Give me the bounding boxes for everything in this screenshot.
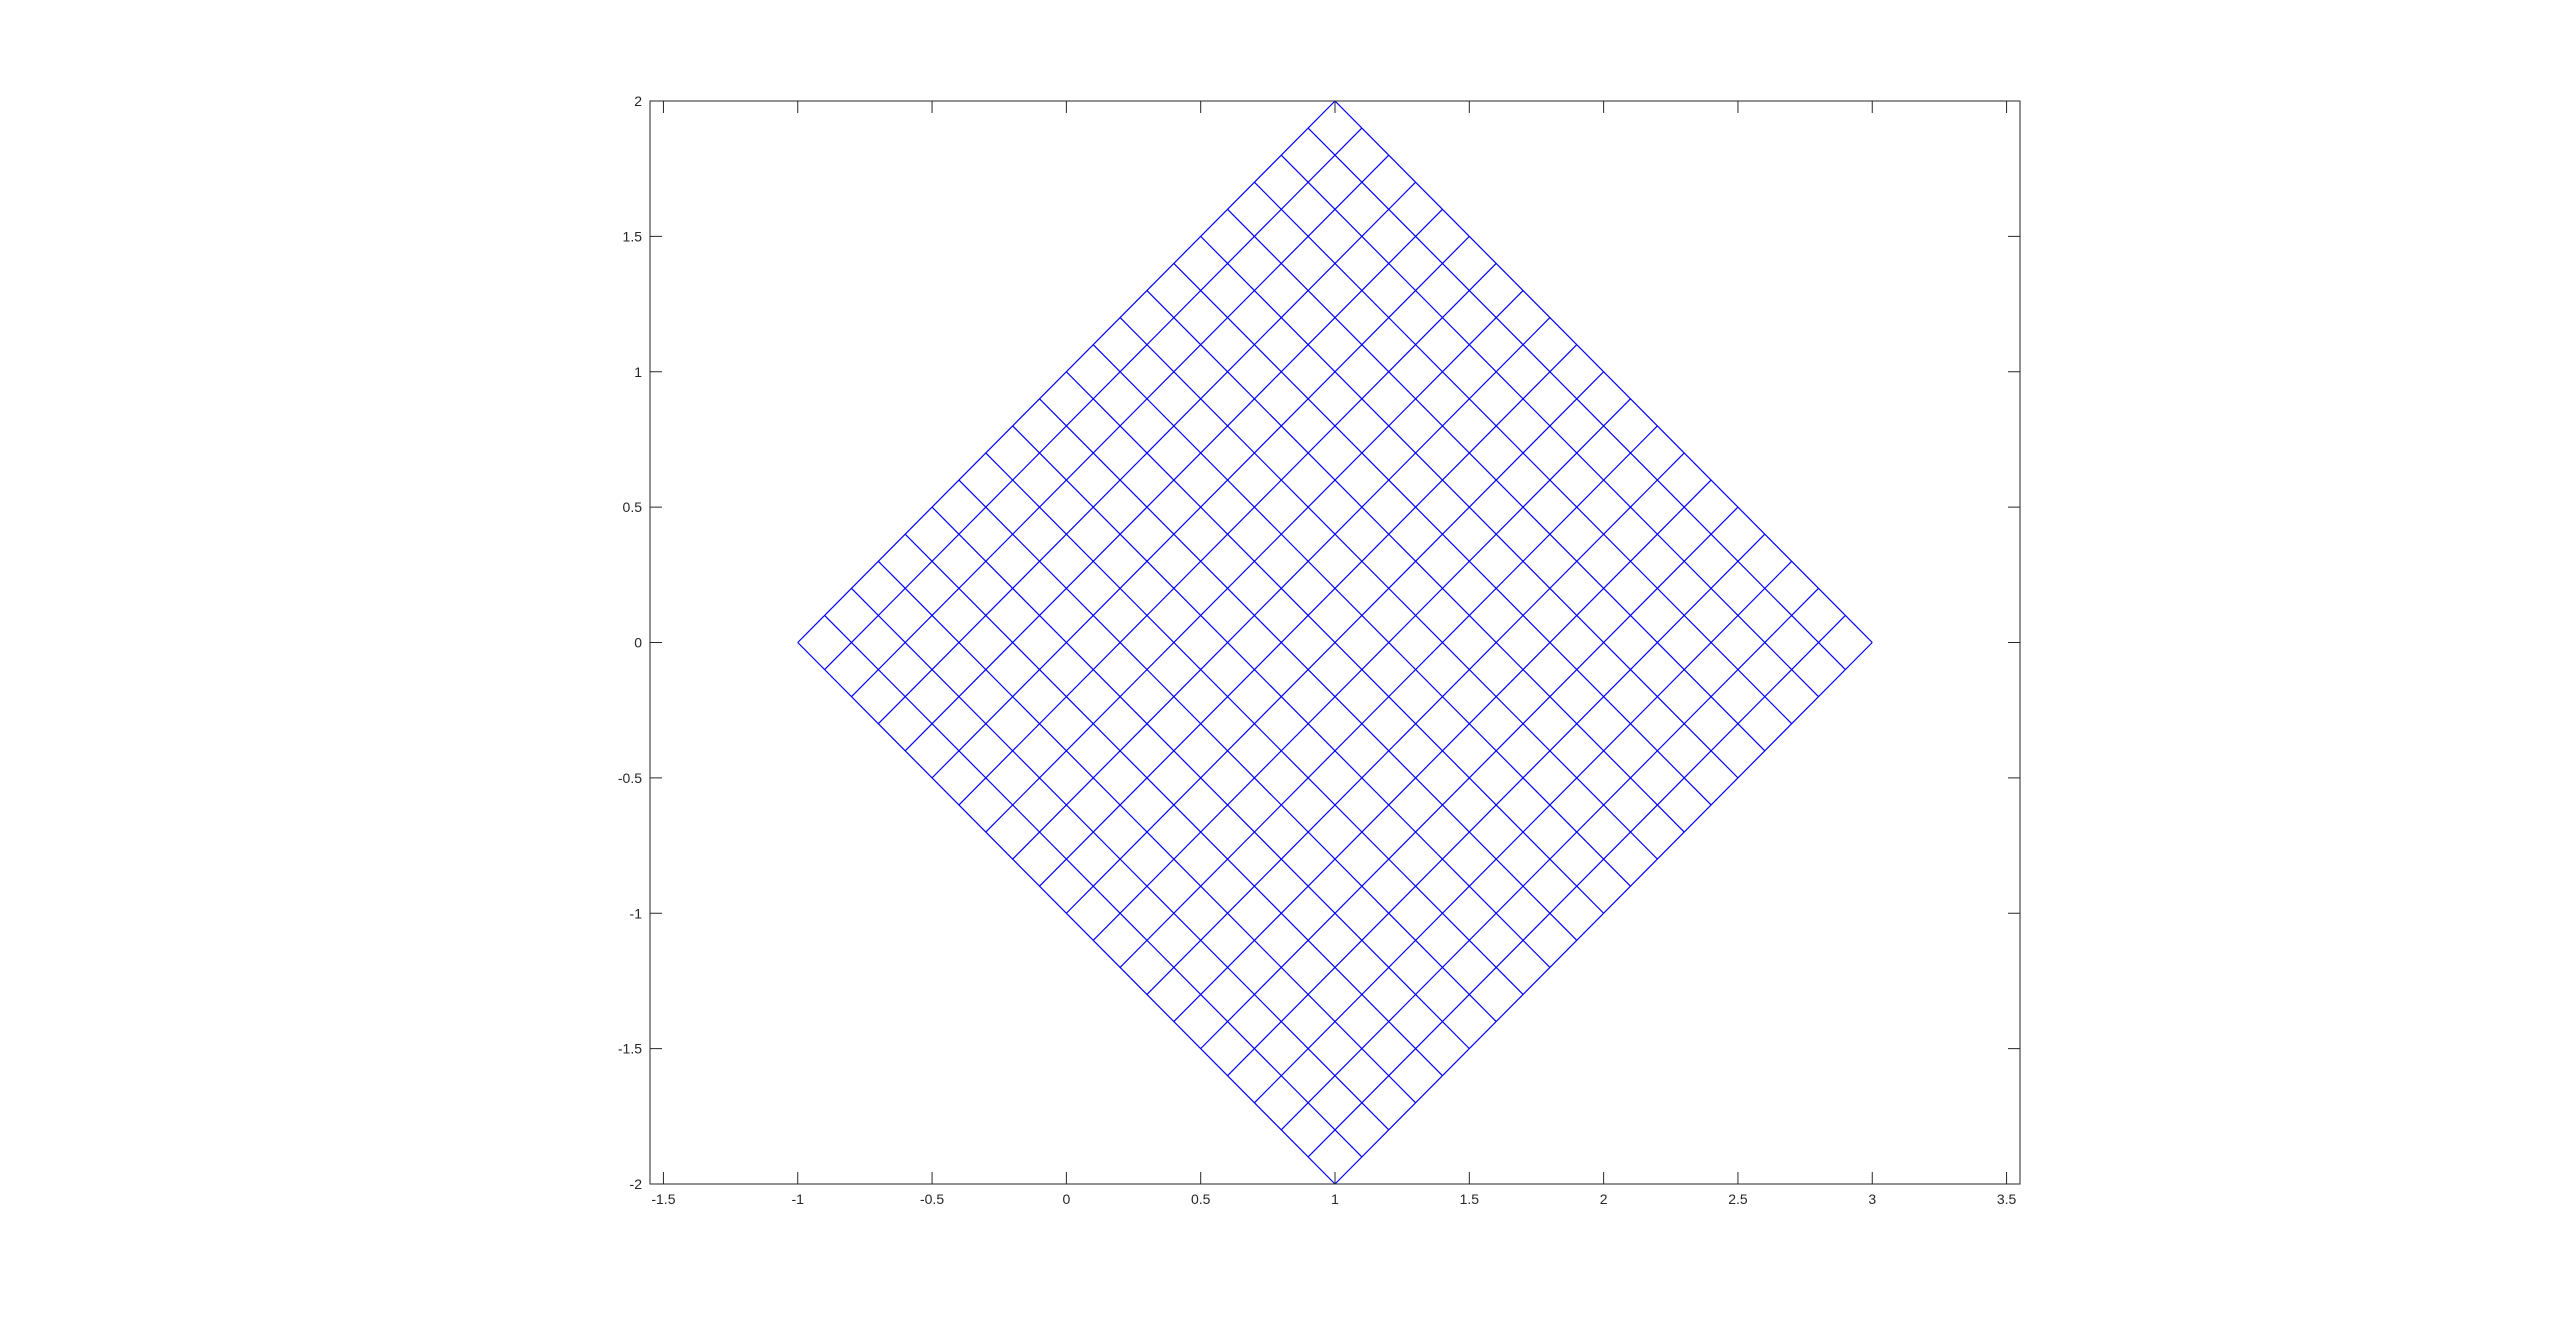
mesh-line-se-13 [1146, 290, 1685, 833]
mesh-line-se-1 [824, 614, 1363, 1158]
x-tick-label: 2.5 [1728, 1191, 1748, 1207]
x-tick-label: 2 [1600, 1191, 1608, 1207]
mesh-line-se-17 [1253, 181, 1793, 725]
y-tick-label: 0.5 [623, 499, 643, 515]
mesh-line-se-18 [1280, 154, 1819, 698]
mesh-layer [797, 100, 1873, 1185]
x-tick-label: 3 [1868, 1191, 1876, 1207]
y-tick-label: -1.5 [618, 1041, 642, 1057]
y-axis: -2 -1.5 -1 -0.5 0 0.5 1 1.5 2 [618, 93, 2020, 1192]
y-tick-label: 0 [634, 635, 642, 651]
mesh-line-se-6 [958, 479, 1497, 1022]
mesh-line-se-15 [1200, 235, 1739, 779]
mesh-line-se-19 [1307, 127, 1846, 671]
mesh-line-se-20 [1334, 100, 1873, 643]
x-tick-label: -0.5 [920, 1191, 944, 1207]
y-tick-label: 1 [634, 364, 642, 380]
y-tick-label: -1 [630, 905, 643, 921]
mesh-line-se-2 [851, 587, 1390, 1131]
mesh-line-se-9 [1039, 398, 1578, 941]
mesh-line-se-11 [1092, 344, 1631, 887]
x-tick-label: 1 [1331, 1191, 1339, 1207]
y-tick-label: 2 [634, 93, 642, 109]
x-axis: -1.5 -1 -0.5 0 0.5 1 1.5 2 2.5 3 3.5 [651, 101, 2017, 1207]
mesh-line-se-0 [797, 642, 1336, 1185]
mesh-line-se-4 [904, 533, 1443, 1077]
x-tick-label: 0.5 [1191, 1191, 1211, 1207]
x-tick-label: 3.5 [1997, 1191, 2017, 1207]
mesh-line-se-12 [1119, 317, 1658, 860]
mesh-line-se-16 [1227, 208, 1766, 752]
x-tick-label: 1.5 [1460, 1191, 1480, 1207]
mesh-line-se-3 [877, 560, 1417, 1104]
x-tick-label: -1.5 [651, 1191, 675, 1207]
mesh-line-se-7 [985, 452, 1524, 995]
mesh-line-se-8 [1012, 425, 1551, 968]
mesh-line-se-5 [931, 506, 1470, 1050]
y-tick-label: -0.5 [618, 770, 642, 786]
y-tick-label: -2 [630, 1176, 643, 1192]
x-tick-label: -1 [792, 1191, 805, 1207]
y-tick-label: 1.5 [623, 228, 643, 244]
x-tick-label: 0 [1062, 1191, 1070, 1207]
mesh-line-se-10 [1065, 371, 1605, 914]
mesh-line-se-14 [1173, 263, 1712, 806]
